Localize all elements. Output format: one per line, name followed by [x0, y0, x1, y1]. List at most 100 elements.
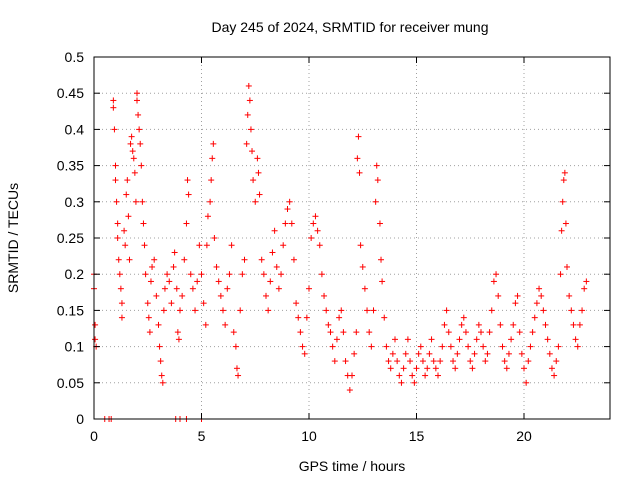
data-point [356, 169, 363, 176]
data-point [130, 155, 137, 162]
data-point [137, 140, 144, 147]
grid-lines [94, 57, 610, 419]
data-point [460, 314, 467, 321]
data-point [275, 285, 282, 292]
data-point [548, 365, 555, 372]
data-point [583, 278, 590, 285]
data-point [400, 365, 407, 372]
data-point [321, 292, 328, 299]
data-point [342, 358, 349, 365]
data-point [559, 198, 566, 205]
data-point [126, 256, 133, 263]
data-point [115, 256, 122, 263]
data-point [510, 321, 517, 328]
data-point [196, 242, 203, 249]
data-point [540, 307, 547, 314]
data-point [184, 177, 191, 184]
data-point [378, 256, 385, 263]
data-point [123, 191, 130, 198]
x-tick-label: 15 [409, 428, 425, 444]
data-point [475, 321, 482, 328]
data-point [114, 220, 121, 227]
data-point [312, 213, 319, 220]
data-point [140, 220, 147, 227]
data-point [306, 285, 312, 292]
data-point [521, 365, 527, 372]
data-point [177, 307, 183, 314]
data-point [308, 235, 315, 241]
data-point [525, 358, 532, 365]
data-point [376, 220, 383, 227]
data-point [561, 169, 568, 176]
data-point [512, 300, 519, 307]
data-point [437, 358, 444, 365]
data-point [127, 140, 134, 147]
data-point [232, 343, 239, 350]
data-point [536, 285, 543, 292]
data-point [92, 321, 99, 328]
data-point [327, 329, 334, 336]
data-point [301, 350, 308, 357]
data-point [129, 148, 136, 155]
data-point [462, 329, 469, 336]
data-point [179, 292, 186, 299]
data-point [258, 256, 265, 263]
data-point [364, 307, 371, 314]
data-point [340, 329, 347, 336]
data-point [503, 365, 510, 372]
data-point [181, 256, 188, 263]
data-point [112, 177, 119, 184]
data-point [572, 336, 579, 343]
data-point [426, 350, 433, 357]
data-point [135, 111, 142, 118]
data-point [473, 336, 480, 343]
data-point [187, 271, 194, 278]
data-point [164, 271, 171, 278]
data-point [409, 372, 416, 379]
data-point [224, 285, 231, 292]
data-point [247, 126, 254, 133]
data-point [501, 358, 508, 365]
data-point [290, 256, 297, 263]
data-point [118, 300, 125, 307]
data-point [198, 271, 205, 278]
data-point [241, 256, 248, 263]
data-point [284, 206, 291, 213]
data-point [243, 140, 250, 147]
data-point [355, 133, 362, 140]
data-point [439, 343, 446, 350]
y-tick-label: 0.3 [65, 194, 85, 210]
data-point [118, 314, 125, 321]
y-tick-label: 0.45 [57, 85, 84, 101]
data-point [542, 321, 549, 328]
data-point [505, 350, 512, 357]
data-point [482, 358, 489, 365]
data-point [329, 343, 336, 350]
data-point [113, 198, 120, 205]
data-point [235, 372, 242, 379]
data-point [419, 358, 426, 365]
data-point [166, 278, 173, 285]
data-point [112, 162, 119, 169]
y-tick-label: 0.35 [57, 158, 84, 174]
data-point [551, 372, 558, 379]
data-point [132, 198, 139, 205]
data-point [478, 329, 484, 336]
data-point [170, 263, 177, 270]
data-point [562, 220, 569, 227]
data-point [125, 213, 132, 220]
y-tick-label: 0.2 [65, 266, 85, 282]
data-point [252, 198, 259, 205]
data-point [157, 358, 164, 365]
data-point [192, 307, 199, 314]
data-point [265, 307, 272, 314]
data-point [138, 162, 145, 169]
data-point [456, 336, 463, 343]
data-point [269, 249, 276, 256]
data-point [488, 307, 495, 314]
data-point [392, 336, 398, 343]
data-point [432, 365, 439, 372]
data-point [267, 278, 274, 285]
data-point [533, 300, 540, 307]
